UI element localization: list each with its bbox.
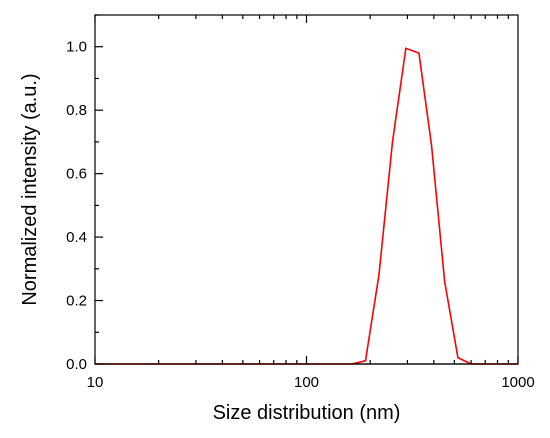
- y-tick-label: 0.6: [66, 166, 87, 183]
- y-axis-title: Normalized intensity (a.u.): [19, 73, 41, 305]
- x-tick-label: 100: [294, 374, 319, 391]
- y-tick-label: 0.0: [66, 356, 87, 373]
- x-tick-label: 1000: [501, 374, 534, 391]
- x-tick-label: 10: [87, 374, 104, 391]
- y-tick-label: 1.0: [66, 39, 87, 56]
- y-tick-label: 0.8: [66, 102, 87, 119]
- series-line-0: [95, 47, 518, 365]
- tick-labels: 10 100 1000 0.0 0.2 0.4 0.6 0.8 1.0: [66, 39, 535, 391]
- plot-frame: [94, 14, 519, 365]
- x-axis-title: Size distribution (nm): [213, 402, 401, 424]
- axis-ticks: [94, 14, 519, 365]
- chart-marks: [95, 47, 518, 365]
- y-tick-label: 0.4: [66, 229, 87, 246]
- y-tick-label: 0.2: [66, 293, 87, 310]
